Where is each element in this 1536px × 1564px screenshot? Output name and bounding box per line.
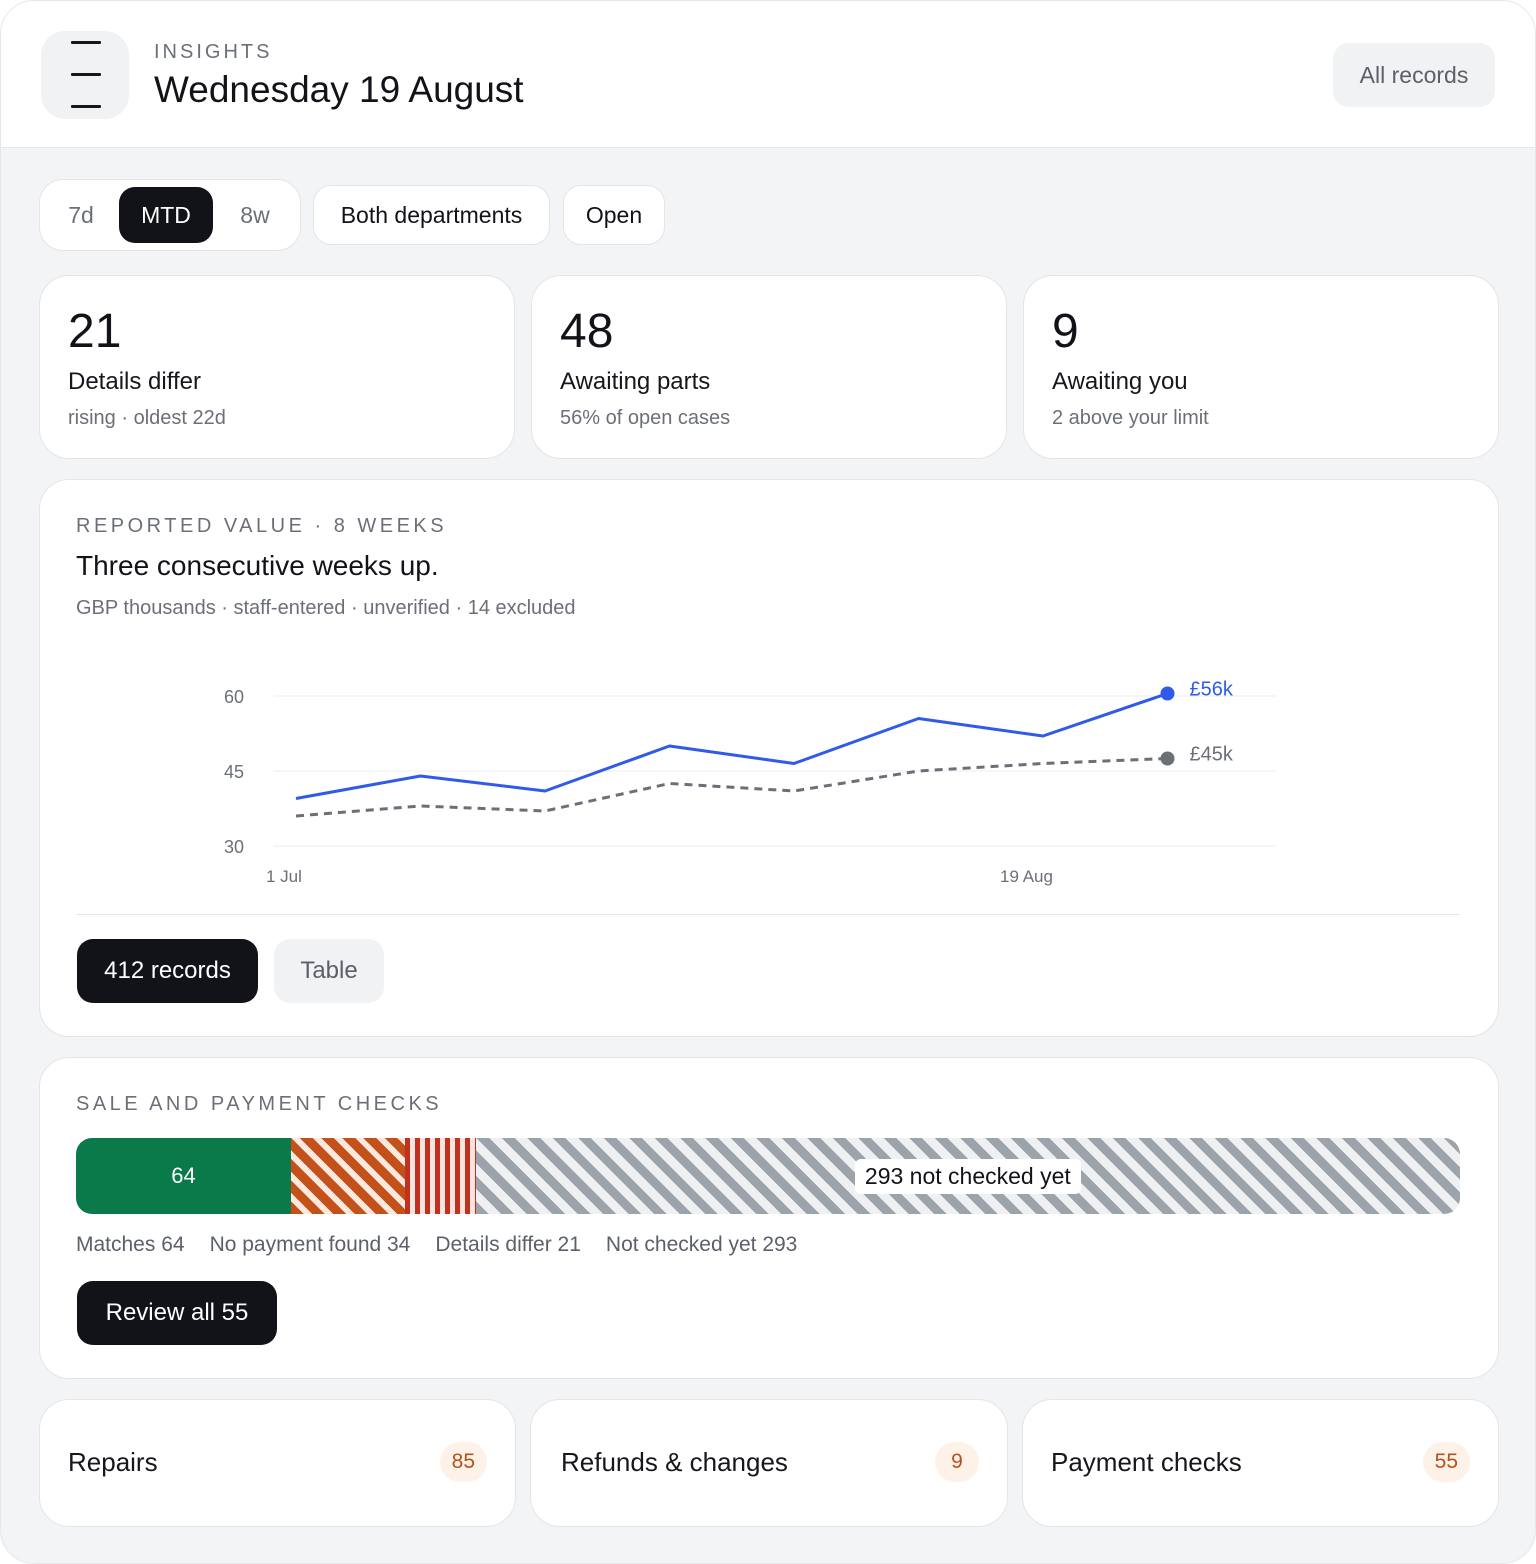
queue-label: Payment checks (1051, 1447, 1242, 1477)
period-7d[interactable]: 7d (68, 201, 94, 228)
stat-subtext: 56% of open cases (560, 407, 731, 429)
x-tick-label: 19 Aug (1000, 867, 1053, 886)
period-segmented-control: 7d MTD 8w (39, 179, 301, 251)
stat-label: Details differ (68, 368, 201, 395)
x-tick-label: 1 Jul (266, 867, 302, 886)
data-point (1160, 686, 1175, 701)
chart-heading: Three consecutive weeks up. (76, 550, 439, 581)
stat-card-awaiting-you[interactable]: 9 Awaiting you 2 above your limit (1023, 275, 1499, 459)
stat-label: Awaiting you (1052, 368, 1188, 395)
department-filter[interactable]: Both departments (313, 185, 550, 245)
stat-subtext: rising · oldest 22d (68, 407, 226, 429)
payment-checks-card: SALE AND PAYMENT CHECKS 64 293 not check… (39, 1057, 1499, 1379)
chart-subtitle: GBP thousands · staff-entered · unverifi… (76, 597, 576, 619)
legend-no-payment-found: No payment found 34 (209, 1233, 411, 1256)
data-point (1160, 751, 1175, 766)
legend-details-differ: Details differ 21 (435, 1233, 581, 1256)
section-eyebrow: REPORTED VALUE · 8 WEEKS (76, 515, 448, 537)
line-chart: 60 45 30 1 Jul 19 Aug £56k £45k (224, 679, 1276, 886)
segment-no-payment-found[interactable] (290, 1138, 406, 1214)
end-value-label: £45k (1190, 744, 1234, 766)
segment-details-differ[interactable] (405, 1138, 476, 1214)
period-mtd[interactable]: MTD (119, 187, 213, 243)
stat-card-awaiting-parts[interactable]: 48 Awaiting parts 56% of open cases (531, 275, 1007, 459)
stat-card-details-differ[interactable]: 21 Details differ rising · oldest 22d (39, 275, 515, 459)
header: INSIGHTS Wednesday 19 August All records (1, 1, 1535, 148)
end-value-label: £56k (1190, 679, 1234, 701)
reported-value-card: REPORTED VALUE · 8 WEEKS Three consecuti… (39, 479, 1499, 1037)
stat-subtext: 2 above your limit (1052, 407, 1209, 429)
menu-icon (71, 41, 101, 44)
legend-not-checked-yet: Not checked yet 293 (605, 1233, 798, 1256)
records-button[interactable]: 412 records (77, 939, 258, 1003)
page-title: Wednesday 19 August (154, 69, 524, 110)
count-badge: 85 (439, 1442, 487, 1482)
header-eyebrow: INSIGHTS (154, 41, 273, 63)
segment-not-checked-label: 293 not checked yet (854, 1158, 1081, 1194)
segment-not-checked-yet[interactable]: 293 not checked yet (475, 1138, 1460, 1214)
divider (76, 914, 1460, 915)
review-all-button[interactable]: Review all 55 (77, 1281, 277, 1345)
y-tick-label: 60 (224, 687, 244, 707)
queue-card-refunds[interactable]: Refunds & changes 9 (530, 1399, 1008, 1527)
stat-label: Awaiting parts (560, 368, 711, 395)
checks-legend: Matches 64 No payment found 34 Details d… (76, 1233, 797, 1257)
queue-card-repairs[interactable]: Repairs 85 (39, 1399, 516, 1527)
queue-card-payment-checks[interactable]: Payment checks 55 (1022, 1399, 1499, 1527)
segment-matches-label: 64 (171, 1163, 196, 1188)
count-badge: 9 (935, 1442, 979, 1482)
series-line-baseline (295, 757, 1168, 818)
table-button[interactable]: Table (274, 939, 384, 1003)
period-8w[interactable]: 8w (240, 201, 270, 228)
section-eyebrow: SALE AND PAYMENT CHECKS (76, 1093, 443, 1115)
checks-stacked-bar: 64 293 not checked yet (76, 1138, 1460, 1214)
y-tick-label: 30 (224, 837, 244, 857)
stat-value: 9 (1052, 305, 1079, 358)
stat-value: 48 (560, 305, 614, 358)
all-records-button[interactable]: All records (1333, 43, 1495, 107)
stat-value: 21 (68, 305, 122, 358)
count-badge: 55 (1422, 1442, 1470, 1482)
queue-label: Repairs (68, 1447, 158, 1477)
queue-label: Refunds & changes (561, 1447, 788, 1477)
legend-matches: Matches 64 (76, 1233, 185, 1256)
status-filter[interactable]: Open (563, 185, 665, 245)
segment-matches[interactable]: 64 (76, 1138, 291, 1214)
y-tick-label: 45 (224, 762, 244, 782)
menu-button[interactable] (41, 31, 129, 119)
series-line-reported (295, 692, 1168, 800)
